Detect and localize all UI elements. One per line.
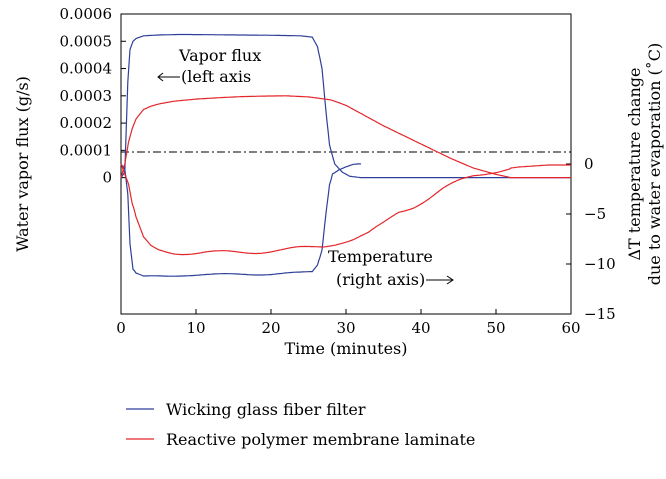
left-axis-ticks: 0 0.0001 0.0002 0.0003 0.0004 0.0005 0.0006 (60, 5, 126, 187)
polymer-temperature-line (120, 163, 571, 256)
polymer-vapor-flux-line (120, 95, 571, 179)
left-tick-label: 0.0004 (60, 60, 113, 78)
annotation-temperature: Temperature (328, 247, 433, 266)
left-tick-label: 0.0003 (60, 87, 113, 105)
series-lines (120, 33, 571, 277)
x-tick-label: 30 (336, 319, 355, 337)
arrow-left-head (157, 72, 164, 82)
left-tick-label: 0.0002 (60, 114, 113, 132)
x-axis-ticks: 0 10 20 30 40 50 60 (116, 309, 581, 337)
right-tick-label: 0 (584, 155, 594, 173)
legend-label-glass-fiber: Wicking glass fiber filter (166, 400, 366, 419)
arrow-right-head (446, 275, 454, 285)
right-tick-label: −10 (584, 255, 616, 273)
annotation-right-axis: (right axis) (336, 270, 425, 289)
x-tick-label: 20 (261, 319, 280, 337)
right-tick-label: −15 (584, 305, 616, 323)
legend-label-polymer: Reactive polymer membrane laminate (166, 430, 475, 449)
left-tick-label: 0 (102, 169, 112, 187)
x-tick-label: 0 (116, 319, 126, 337)
x-axis-label: Time (minutes) (284, 339, 407, 358)
x-tick-label: 40 (411, 319, 430, 337)
annotation-left-axis: (left axis (181, 67, 251, 86)
left-tick-label: 0.0001 (60, 141, 113, 159)
right-tick-label: −5 (584, 205, 606, 223)
right-axis-label-line2: due to water evaporation (˚C) (645, 43, 664, 286)
right-axis-label-line1: ΔT temperature change (625, 67, 644, 260)
left-tick-label: 0.0005 (60, 32, 113, 50)
left-axis-label: Water vapor flux (g/s) (13, 76, 32, 252)
x-tick-label: 60 (561, 319, 580, 337)
x-tick-label: 10 (186, 319, 205, 337)
left-tick-label: 0.0006 (60, 5, 113, 23)
glass-fiber-vapor-flux-line (120, 33, 571, 179)
right-axis-ticks: 0 −5 −10 −15 (566, 155, 616, 323)
glass-fiber-temperature-line (120, 163, 362, 277)
x-tick-label: 50 (486, 319, 505, 337)
annotation-vapor-flux: Vapor flux (178, 46, 261, 65)
